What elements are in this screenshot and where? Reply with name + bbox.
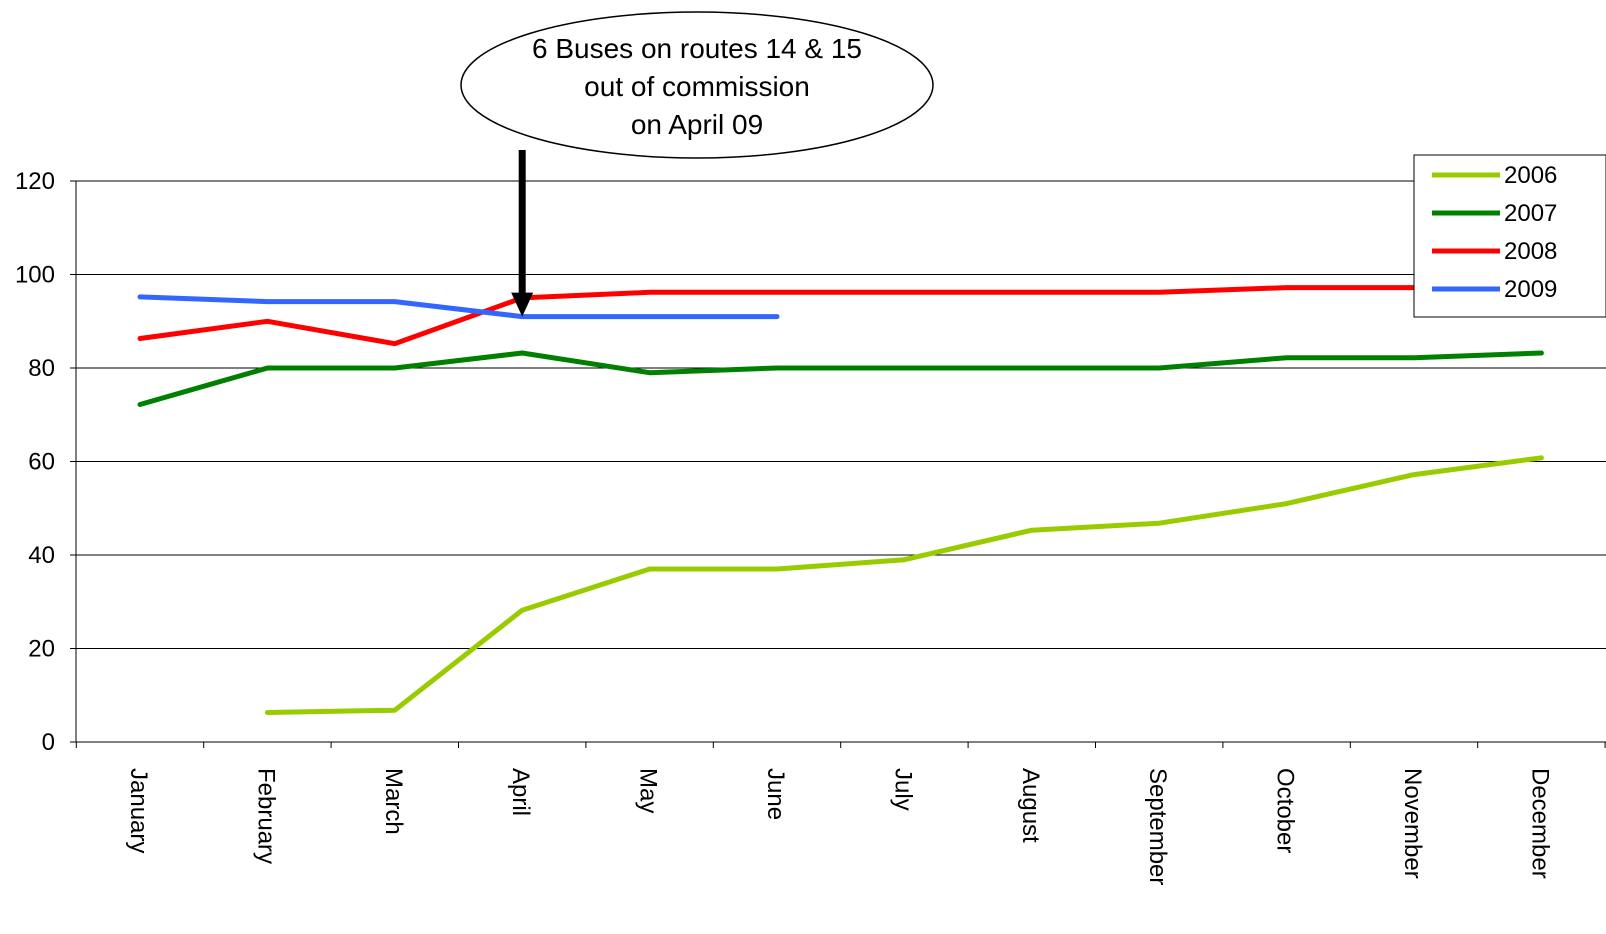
legend-label: 2008 xyxy=(1504,238,1557,265)
series-line-2009 xyxy=(137,294,780,320)
x-tick-label: June xyxy=(762,768,789,820)
x-tick-label: February xyxy=(252,768,279,864)
y-axis: 0 20 40 60 80 100 120 xyxy=(15,168,77,756)
y-tick-label: 120 xyxy=(15,168,55,195)
grid-lines xyxy=(76,180,1606,743)
callout-text-line: 6 Buses on routes 14 & 15 xyxy=(532,33,862,64)
x-tick-label: March xyxy=(380,768,407,835)
y-tick-label: 0 xyxy=(42,729,55,756)
x-tick-label: August xyxy=(1017,768,1044,843)
x-tick-label: October xyxy=(1272,768,1299,853)
series-line-2006 xyxy=(264,455,1544,715)
x-tick-label: April xyxy=(507,768,534,816)
x-tick-label: January xyxy=(125,768,152,853)
legend: 2006 2007 2008 2009 xyxy=(1413,154,1606,318)
callout-text-line: out of commission xyxy=(584,71,810,102)
legend-label: 2006 xyxy=(1504,162,1557,189)
x-tick-label: July xyxy=(889,768,916,811)
x-tick-label: December xyxy=(1526,768,1553,879)
x-tick-label: May xyxy=(635,768,662,813)
legend-label: 2007 xyxy=(1504,200,1557,227)
y-tick-label: 40 xyxy=(28,542,55,569)
legend-label: 2009 xyxy=(1504,276,1557,303)
x-tick-label: November xyxy=(1399,768,1426,879)
y-tick-label: 60 xyxy=(28,449,55,476)
series-line-2008 xyxy=(137,285,1544,347)
x-tick-label: September xyxy=(1144,768,1171,885)
y-tick-label: 100 xyxy=(15,262,55,289)
callout-ellipse xyxy=(460,11,934,159)
annotation-callout: 6 Buses on routes 14 & 15 out of commissi… xyxy=(460,11,934,317)
series-lines xyxy=(137,285,1544,715)
x-axis: January February March April May June July Augu… xyxy=(75,741,1606,885)
callout-arrow-head xyxy=(511,292,534,317)
callout-text-line: on April 09 xyxy=(631,109,763,140)
y-tick-label: 20 xyxy=(28,636,55,663)
series-line-2007 xyxy=(137,350,1544,407)
y-tick-label: 80 xyxy=(28,355,55,382)
